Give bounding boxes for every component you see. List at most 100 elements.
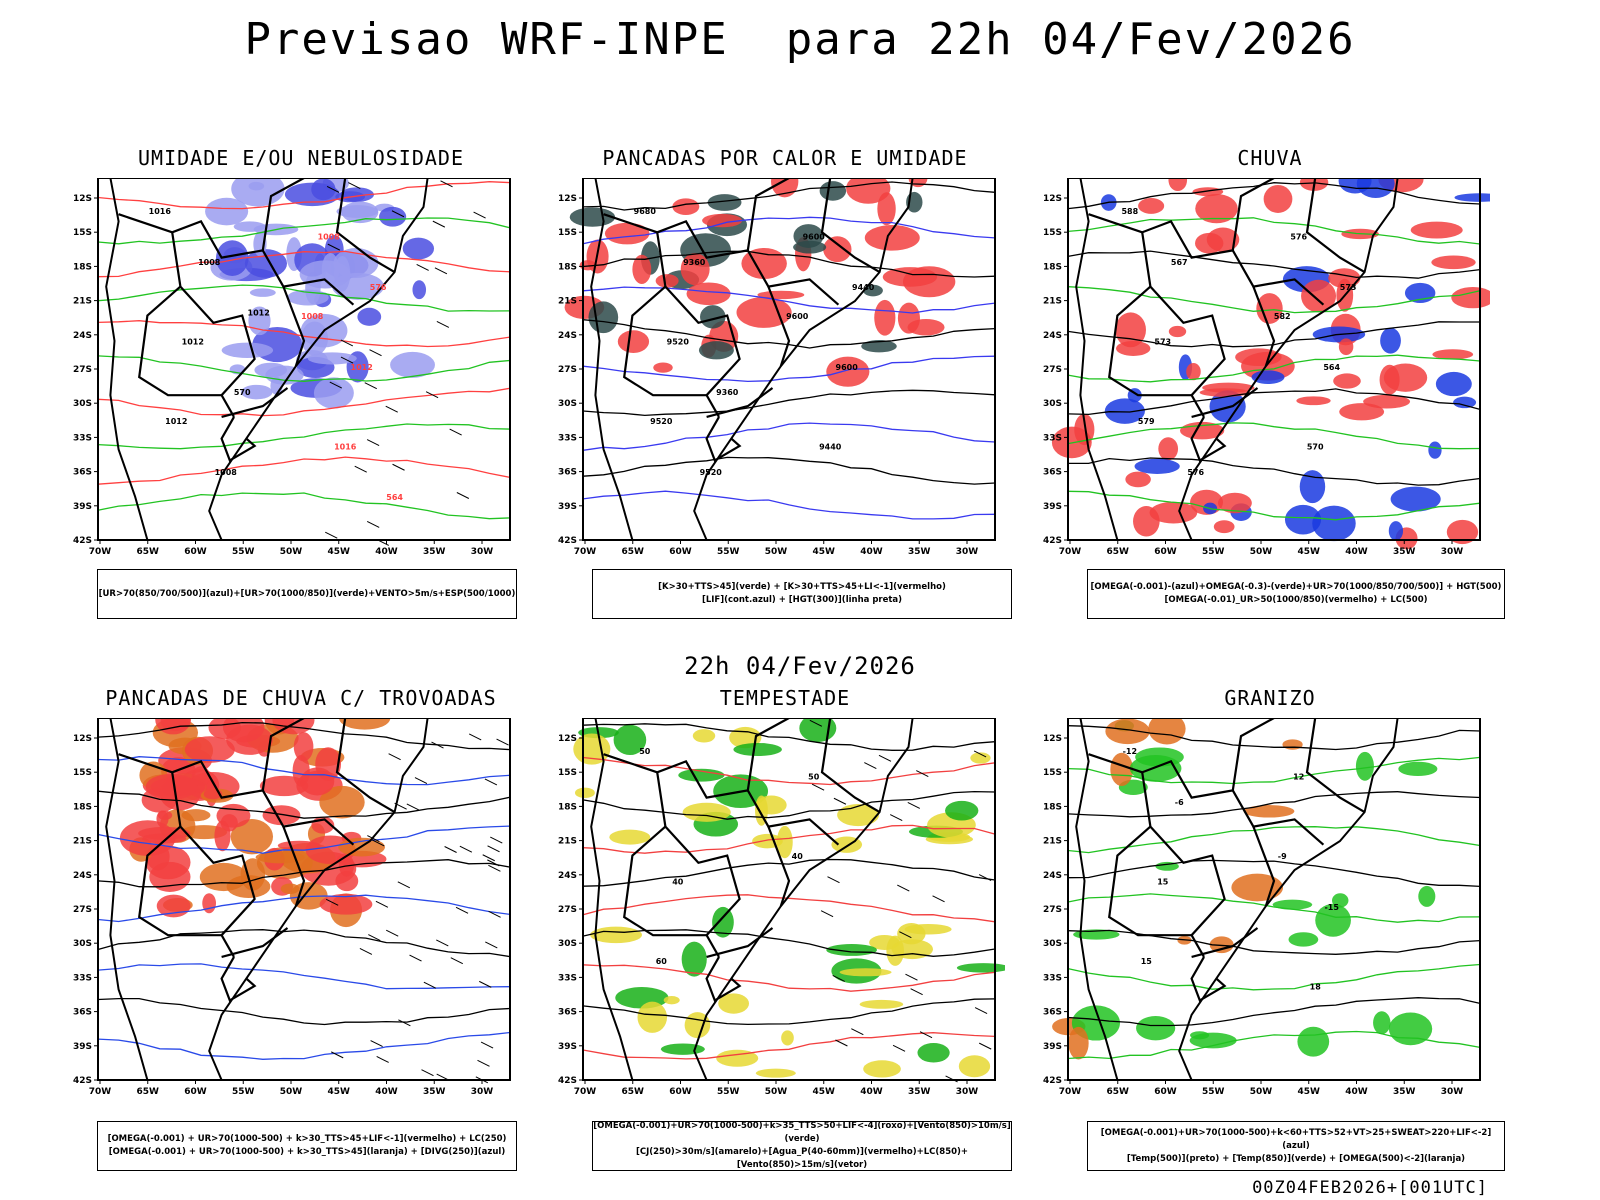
map-contour-line xyxy=(97,997,511,1026)
coastline-west xyxy=(590,718,634,1081)
wind-vector xyxy=(326,185,340,193)
contour-value-label: 582 xyxy=(1274,312,1291,321)
map-fill-area xyxy=(781,1030,794,1046)
wind-vector xyxy=(916,770,929,778)
map-fill-area xyxy=(863,1060,901,1078)
map-granizo: -12 -9 15 12 15 18 -6 -15 12S 15S 18S 21S 24S 27S 30S 3… xyxy=(1043,718,1481,1097)
wind-vector xyxy=(388,753,401,761)
lon-label: 60W xyxy=(184,547,207,557)
contour-value-label: 1012 xyxy=(182,338,204,347)
map-contour-line xyxy=(582,858,996,887)
map-fill-area xyxy=(653,362,673,373)
map-fill-area xyxy=(205,197,249,226)
map-fill-area xyxy=(663,995,680,1005)
map-fill-area xyxy=(336,205,379,218)
map-fill-area xyxy=(181,809,211,822)
lon-label: 55W xyxy=(717,547,740,557)
map-fill-area xyxy=(1454,193,1490,202)
lat-label: 36S xyxy=(73,1008,92,1018)
map-fill-area xyxy=(1410,221,1463,239)
wind-vector xyxy=(348,182,361,190)
map-contour-line xyxy=(1067,826,1481,854)
map-contour-line xyxy=(97,721,511,751)
map-contour-line xyxy=(97,756,511,786)
map-fill-area xyxy=(184,736,235,763)
panel-title-tempestade: TEMPESTADE xyxy=(719,686,851,710)
contour-value-label: 9520 xyxy=(700,468,723,477)
lat-label: 39S xyxy=(73,502,92,512)
contour-value-label: 1008 xyxy=(318,233,341,242)
lon-label: 65W xyxy=(622,1087,645,1097)
wind-vector xyxy=(364,382,377,390)
map-fill-area xyxy=(1446,519,1479,545)
country-border xyxy=(138,825,222,937)
lon-label: 50W xyxy=(1250,1087,1273,1097)
map-fill-area xyxy=(299,260,351,289)
legend-line: [LIF](cont.azul) + [HGT(300)](linha pret… xyxy=(701,595,903,605)
lon-label: 30W xyxy=(471,1087,494,1097)
wind-vector xyxy=(456,492,470,499)
country-border xyxy=(261,178,305,251)
legend-tempestade: [OMEGA(-0.001)+UR>70(1000-500)+k>35_TTS>… xyxy=(592,1121,1012,1171)
map-fill-area xyxy=(877,192,896,226)
map-fill-area xyxy=(145,773,198,800)
map-fill-area xyxy=(1297,1026,1330,1057)
map-fill-area xyxy=(1138,198,1165,214)
lat-label: 12S xyxy=(73,194,92,204)
map-contour-line xyxy=(582,355,996,383)
map-fill-area xyxy=(1331,893,1349,908)
lat-label: 24S xyxy=(1043,871,1062,881)
map-fill-area xyxy=(1388,521,1404,541)
wind-vector xyxy=(406,803,420,811)
map-fill-area xyxy=(1168,325,1187,338)
map-contour-line xyxy=(1067,388,1481,416)
country-border xyxy=(746,718,790,791)
contour-value-label: 1012 xyxy=(351,363,373,372)
wind-vector xyxy=(890,814,903,822)
lon-label: 65W xyxy=(137,1087,160,1097)
map-contour-line xyxy=(582,216,996,245)
map-fill-area xyxy=(215,240,249,277)
contour-value-label: 15 xyxy=(1157,878,1169,887)
map-fill-area xyxy=(1134,458,1180,474)
main-title: Previsao WRF-INPE para 22h 04/Fev/2026 xyxy=(244,14,1356,65)
map-fill-area xyxy=(379,206,407,227)
country-border xyxy=(706,927,774,958)
map-fill-area xyxy=(1213,520,1235,534)
map-fill-area xyxy=(716,1049,759,1067)
country-border xyxy=(1231,718,1275,791)
lon-label: 70W xyxy=(1059,547,1082,557)
map-contour-line xyxy=(1067,422,1481,450)
contour-value-label: 1016 xyxy=(149,207,172,216)
lon-label: 60W xyxy=(184,1087,207,1097)
map-fill-area xyxy=(259,775,309,797)
coastline-east xyxy=(1178,178,1399,541)
map-fill-area xyxy=(156,810,169,828)
map-contour-line xyxy=(582,894,996,923)
map-contour-line xyxy=(97,492,511,520)
map-fill-area xyxy=(1243,805,1295,818)
map-fill-area xyxy=(617,330,650,353)
country-border xyxy=(220,956,257,1003)
wind-vector xyxy=(392,463,405,471)
contour-value-label: 9600 xyxy=(836,363,859,372)
lat-label: 18S xyxy=(1043,802,1062,812)
map-fill-area xyxy=(757,290,805,300)
country-border xyxy=(603,753,840,846)
wind-vector xyxy=(329,381,343,389)
map-fill-area xyxy=(199,862,248,892)
legend-pancadas: [K>30+TTS>45](verde) + [K>30+TTS>45+LI<-… xyxy=(592,569,1012,619)
map-fill-area xyxy=(1296,396,1331,406)
map-contour-line xyxy=(1067,725,1481,751)
lat-label: 12S xyxy=(1043,194,1062,204)
coastline-west xyxy=(1075,178,1119,541)
lon-label: 70W xyxy=(1059,1087,1082,1097)
lon-label: 35W xyxy=(908,547,931,557)
country-border xyxy=(221,927,289,958)
wind-vector xyxy=(371,839,385,847)
contour-value-label: 12 xyxy=(1293,773,1304,782)
country-border xyxy=(767,826,791,907)
map-fill-area xyxy=(718,993,750,1014)
map-fill-area xyxy=(1333,373,1361,389)
map-contour-line xyxy=(97,250,511,278)
